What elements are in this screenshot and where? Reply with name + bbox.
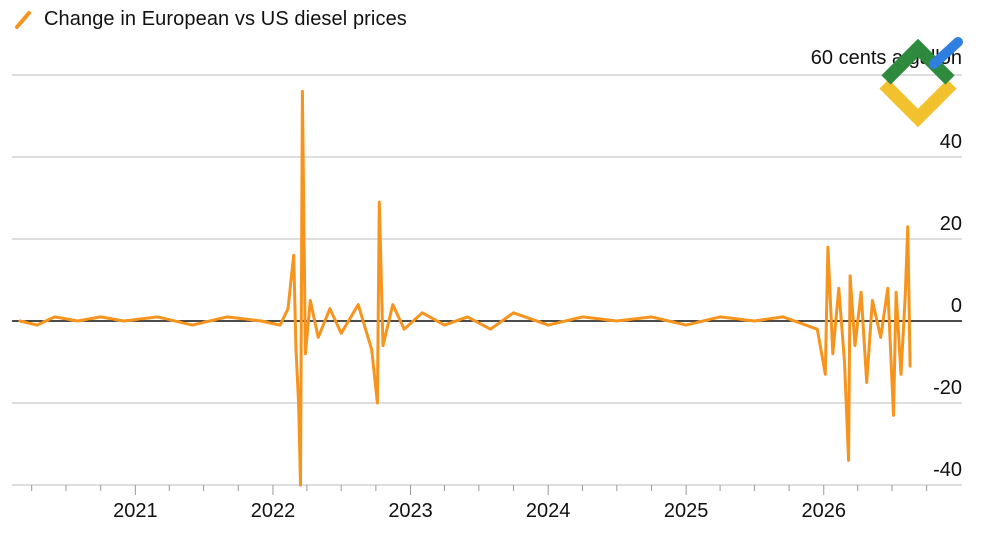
x-axis: 2021 2022 2023 2024 2025 2026 [31, 485, 928, 522]
x-tick-label: 2021 [113, 500, 158, 522]
x-tick-label: 2026 [802, 500, 847, 522]
x-tick-label: 2025 [664, 500, 709, 522]
chart-legend: Change in European vs US diesel prices [14, 6, 407, 32]
brand-logo-icon [879, 37, 963, 128]
y-tick-label: 20 [940, 213, 962, 235]
series-line [18, 89, 912, 487]
x-tick-label: 2023 [388, 500, 433, 522]
gridlines [12, 74, 962, 486]
y-tick-label: -20 [933, 377, 962, 399]
series-layer [18, 89, 912, 487]
y-tick-label: -40 [933, 459, 962, 481]
y-tick-label: 40 [940, 131, 962, 153]
x-tick-label: 2024 [526, 500, 571, 522]
chart-title: Change in European vs US diesel prices [44, 7, 407, 30]
y-axis: 40 20 0 -20 -40 [933, 131, 962, 481]
legend-line-swatch-icon [15, 11, 31, 29]
x-tick-label: 2022 [251, 500, 296, 522]
y-tick-label: 0 [951, 295, 962, 317]
